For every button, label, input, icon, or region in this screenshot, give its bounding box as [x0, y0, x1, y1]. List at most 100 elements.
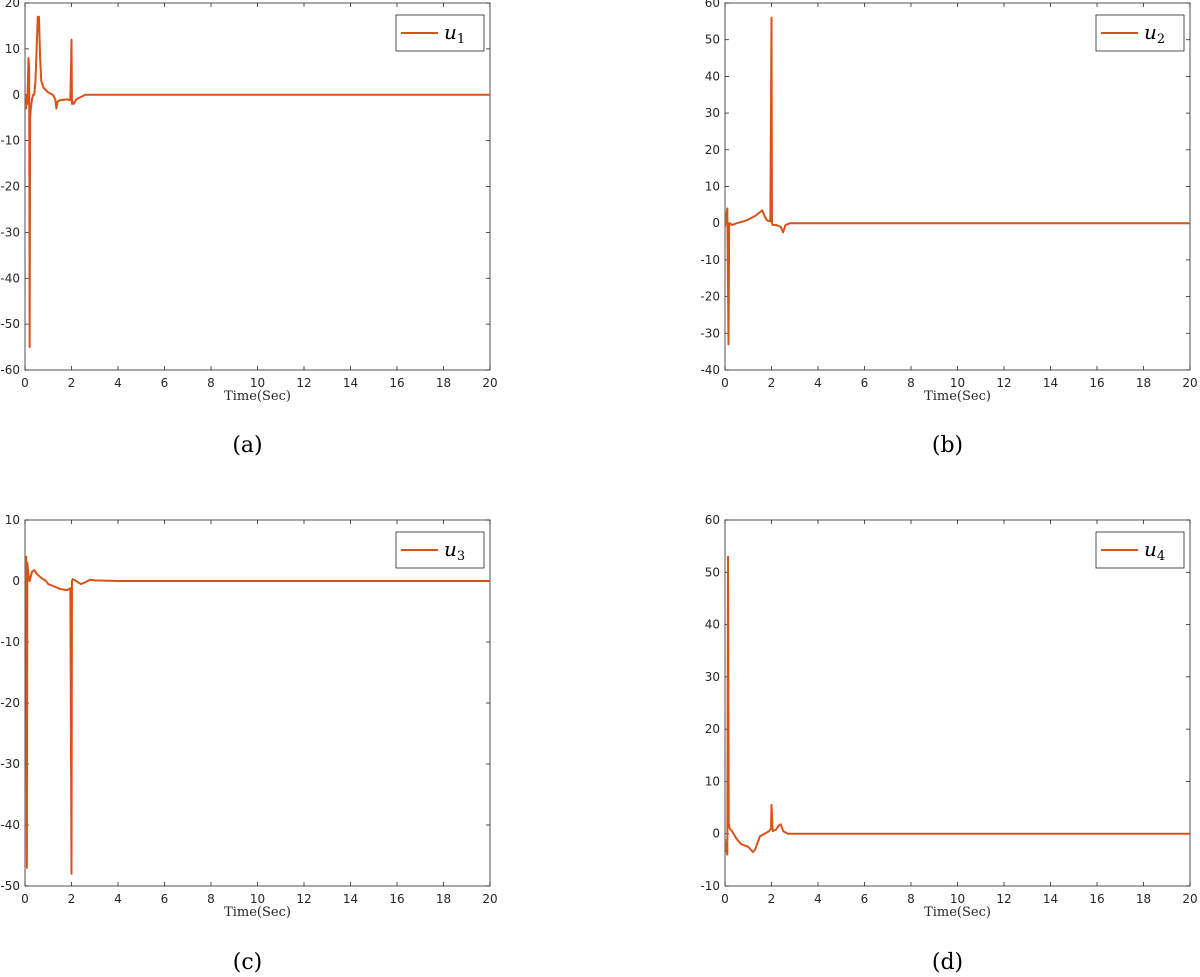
y-tick-label: -40	[0, 271, 20, 285]
x-tick-label: 10	[250, 892, 265, 906]
chart-panel-2: 0 2 4 6 8 10 12 14 16 18 20 -40 -30 -20 -10 0 10 20 30 40 50…	[700, 0, 1197, 458]
series-line-u4	[725, 555, 1190, 856]
x-tick-label: 14	[343, 376, 358, 390]
y-tick-label: 0	[712, 216, 720, 230]
y-tick-label: -10	[700, 253, 720, 267]
x-tick-label: 12	[996, 376, 1011, 390]
x-tick-label: 10	[950, 892, 965, 906]
x-tick-label: 20	[482, 892, 497, 906]
y-tick-label: -60	[0, 363, 20, 377]
x-axis-title: Time(Sec)	[924, 389, 991, 404]
x-tick-label: 4	[114, 376, 122, 390]
y-tick-label: 10	[705, 774, 720, 788]
y-tick-label: -30	[700, 326, 720, 340]
x-tick-label: 0	[21, 892, 29, 906]
x-tick-label: 18	[1136, 376, 1151, 390]
x-tick-label: 12	[996, 892, 1011, 906]
y-tick-label: -20	[700, 290, 720, 304]
x-tick-label: 14	[1043, 376, 1058, 390]
y-tick-label: -30	[0, 225, 20, 239]
x-tick-label: 14	[343, 892, 358, 906]
x-axis-title: Time(Sec)	[924, 905, 991, 920]
legend-label-main: u	[1144, 20, 1157, 44]
series-line-u2	[725, 16, 1190, 346]
x-tick-label: 0	[721, 376, 729, 390]
legend: u4	[1095, 531, 1185, 569]
legend-label-subscript: 3	[457, 549, 465, 564]
x-tick-label: 8	[207, 892, 215, 906]
x-tick-label: 14	[1043, 892, 1058, 906]
chart-panel-1: 0 2 4 6 8 10 12 14 16 18 20 -60 -50 -40 -30 -20 -10 0 10 20…	[0, 0, 497, 458]
x-tick-label: 10	[950, 376, 965, 390]
x-tick-label: 12	[296, 892, 311, 906]
x-tick-label: 2	[768, 892, 776, 906]
legend: u2	[1095, 14, 1185, 52]
x-tick-label: 0	[721, 892, 729, 906]
y-tick-label: 30	[705, 106, 720, 120]
legend-label: u4	[1144, 537, 1165, 564]
x-tick-label: 4	[814, 892, 822, 906]
panel-caption: (c)	[233, 950, 263, 975]
legend-label: u2	[1144, 20, 1165, 47]
axes-box	[24, 519, 491, 887]
y-tick-label: 20	[705, 722, 720, 736]
y-tick-label: 60	[705, 0, 720, 10]
x-axis-title: Time(Sec)	[224, 905, 291, 920]
y-tick-label: 50	[705, 33, 720, 47]
axes-box	[724, 2, 1191, 371]
x-tick-label: 16	[1089, 376, 1104, 390]
y-tick-label: -40	[700, 363, 720, 377]
y-tick-label: 30	[705, 670, 720, 684]
series-line-u1	[25, 15, 490, 349]
series-line-u3	[25, 555, 490, 875]
legend-label-main: u	[1144, 537, 1157, 561]
y-tick-label: 60	[705, 513, 720, 527]
x-tick-label: 12	[296, 376, 311, 390]
x-tick-label: 10	[250, 376, 265, 390]
x-tick-label: 16	[389, 376, 404, 390]
legend-label-main: u	[444, 20, 457, 44]
panel-caption: (d)	[932, 950, 963, 975]
x-tick-label: 6	[861, 892, 869, 906]
y-tick-label: 10	[5, 513, 20, 527]
x-tick-label: 8	[207, 376, 215, 390]
x-tick-label: 2	[68, 376, 76, 390]
x-tick-label: 18	[436, 892, 451, 906]
x-tick-label: 4	[114, 892, 122, 906]
legend-label: u3	[444, 537, 465, 564]
legend-label-main: u	[444, 537, 457, 561]
legend: u3	[395, 531, 485, 569]
x-tick-label: 18	[1136, 892, 1151, 906]
x-tick-label: 2	[68, 892, 76, 906]
y-tick-label: 10	[5, 42, 20, 56]
legend-label: u1	[444, 20, 465, 47]
y-tick-label: -10	[0, 635, 20, 649]
axes-box	[24, 2, 491, 371]
x-tick-label: 6	[861, 376, 869, 390]
legend-label-subscript: 2	[1157, 32, 1165, 47]
chart-panel-3: 0 2 4 6 8 10 12 14 16 18 20-50-40-30-20-10010Time(…	[0, 513, 497, 975]
x-tick-label: 20	[1182, 376, 1197, 390]
chart-panel-4: 0 2 4 6 8 10 12 14 16 18 20-100102030405060Time(Se…	[700, 513, 1197, 975]
y-tick-label: -40	[0, 818, 20, 832]
y-tick-label: -50	[0, 879, 20, 893]
legend-label-subscript: 1	[457, 32, 465, 47]
x-axis-title: Time(Sec)	[224, 389, 291, 404]
panel-caption: (a)	[232, 433, 262, 458]
y-tick-label: -10	[0, 134, 20, 148]
legend-label-subscript: 4	[1157, 549, 1165, 564]
x-tick-label: 4	[814, 376, 822, 390]
y-tick-label: 10	[705, 180, 720, 194]
y-tick-label: 50	[705, 565, 720, 579]
y-tick-label: -20	[0, 696, 20, 710]
x-tick-label: 20	[1182, 892, 1197, 906]
x-tick-label: 8	[907, 892, 915, 906]
y-tick-label: -50	[0, 317, 20, 331]
y-tick-label: 0	[712, 827, 720, 841]
y-tick-label: 0	[12, 88, 20, 102]
y-tick-label: -10	[700, 879, 720, 893]
axes-box	[724, 519, 1191, 887]
legend: u1	[395, 14, 485, 52]
x-tick-label: 2	[768, 376, 776, 390]
